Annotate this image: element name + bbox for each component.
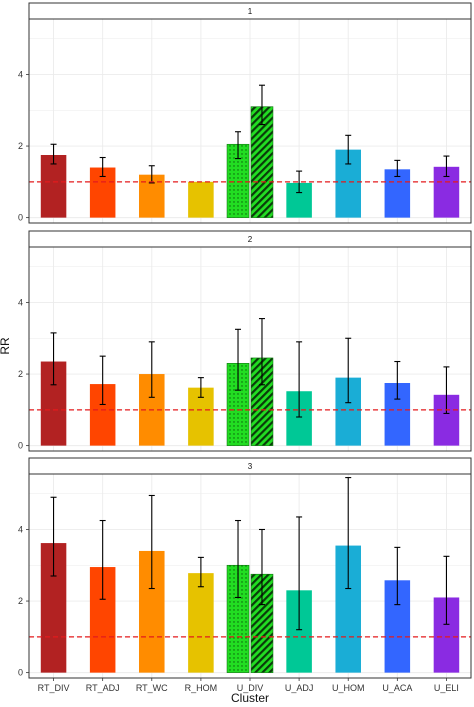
bar-u-aca (384, 169, 411, 218)
y-tick-label: 0 (18, 668, 23, 678)
facet-panel-3: 3 0 2 4 (18, 457, 472, 679)
x-tick-label: R_HOM (185, 683, 218, 693)
x-tick-label: RT_ADJ (86, 683, 120, 693)
bar-r-hom (188, 181, 214, 218)
y-tick-label: 4 (18, 297, 23, 307)
y-tick-label: 4 (18, 69, 23, 79)
y-tick-label: 2 (18, 369, 23, 379)
y-tick-label: 4 (18, 524, 23, 534)
bar-rt-div (40, 155, 67, 218)
x-tick-label: RT_WC (136, 683, 168, 693)
panel-border (28, 18, 472, 224)
y-tick-label: 2 (18, 141, 23, 151)
facet-strip-label: 2 (248, 235, 253, 244)
y-tick-label: 0 (18, 441, 23, 451)
x-tick-label: U_ACA (382, 683, 412, 693)
x-axis: RT_DIV RT_ADJ RT_WC R_HOM U_DIV U_ADJ U_HOM U_A… (38, 678, 459, 693)
x-tick-label: U_DIV (237, 683, 264, 693)
x-axis-title: Cluster (231, 691, 269, 705)
y-axis-title: RR (0, 337, 12, 355)
y-tick-label: 0 (18, 213, 23, 223)
x-tick-label: U_HOM (332, 683, 365, 693)
x-tick-label: U_ELI (434, 683, 459, 693)
facet-strip-label: 3 (248, 462, 253, 471)
facet-panel-1: 1 0 2 4 (18, 2, 472, 224)
bar-r-hom (188, 573, 214, 673)
x-tick-label: U_ADJ (285, 683, 314, 693)
y-tick-label: 2 (18, 596, 23, 606)
panel-border (28, 246, 472, 452)
facet-strip-label: 1 (248, 7, 253, 16)
x-tick-label: RT_DIV (38, 683, 70, 693)
